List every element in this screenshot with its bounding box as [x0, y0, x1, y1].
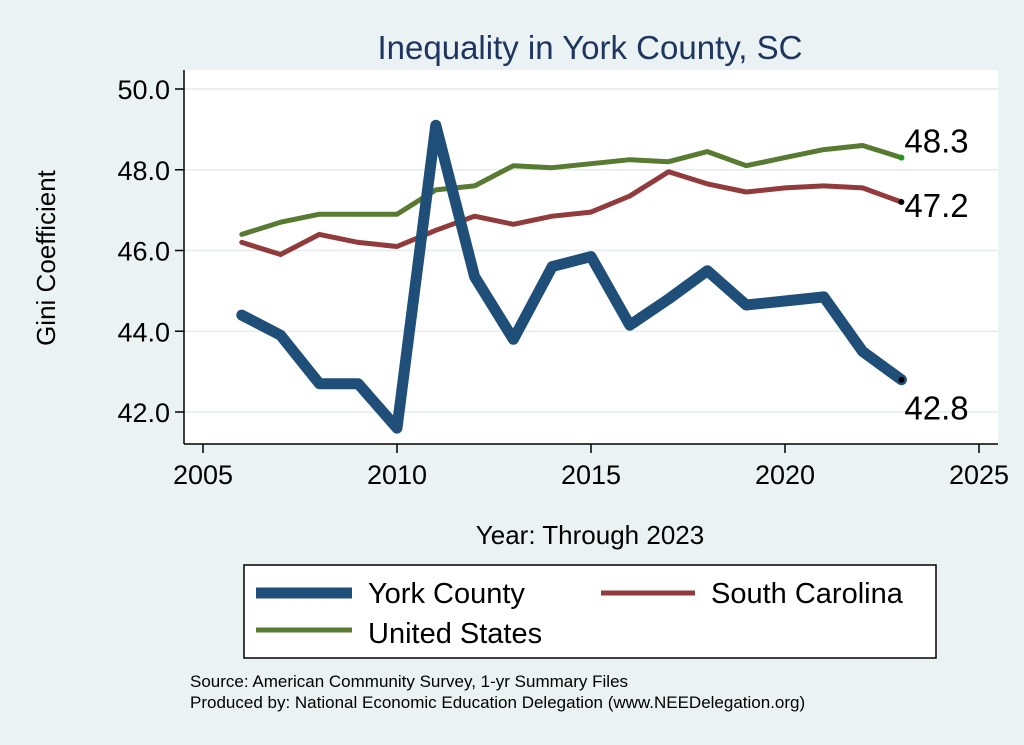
legend-label-south-carolina: South Carolina — [711, 578, 904, 610]
series-line-united-states — [239, 143, 904, 237]
y-axis-label: Gini Coefficient — [31, 169, 61, 346]
end-labels: 42.8 47.2 48.3 — [904, 123, 968, 427]
y-tick-label: 50.0 — [117, 75, 170, 105]
y-tick-label: 46.0 — [117, 237, 170, 267]
y-tick-label: 48.0 — [117, 156, 170, 186]
x-tick-label: 2020 — [755, 460, 815, 490]
y-tick-label: 42.0 — [117, 398, 170, 428]
x-tick-label: 2015 — [561, 460, 621, 490]
chart-title: Inequality in York County, SC — [378, 29, 803, 66]
end-label-south-carolina: 47.2 — [904, 187, 968, 224]
legend-label-united-states: United States — [368, 618, 542, 650]
end-point-united-states — [898, 154, 905, 161]
x-tick-label: 2010 — [367, 460, 427, 490]
series-lines — [236, 119, 907, 434]
source-note: Source: American Community Survey, 1-yr … — [190, 672, 628, 691]
axes: 42.0 44.0 46.0 48.0 50.0 2005 2010 2015 2020 2025 — [117, 70, 1009, 490]
legend-box — [243, 564, 937, 659]
legend: York County South Carolina United States — [243, 564, 937, 659]
end-point-york-county — [898, 376, 905, 383]
end-point-south-carolina — [898, 199, 905, 206]
series-line-south-carolina — [239, 169, 904, 257]
end-label-york-county: 42.8 — [904, 390, 968, 427]
legend-label-york-county: York County — [368, 578, 525, 610]
series-line-york-county — [236, 119, 907, 434]
x-tick-label: 2025 — [949, 460, 1009, 490]
produced-note: Produced by: National Economic Education… — [190, 693, 805, 712]
grid — [184, 88, 998, 413]
x-axis-label: Year: Through 2023 — [476, 520, 704, 550]
x-tick-label: 2005 — [173, 460, 233, 490]
end-label-united-states: 48.3 — [904, 123, 968, 160]
legend-items: York County South Carolina United States — [256, 578, 904, 650]
y-tick-label: 44.0 — [117, 317, 170, 347]
